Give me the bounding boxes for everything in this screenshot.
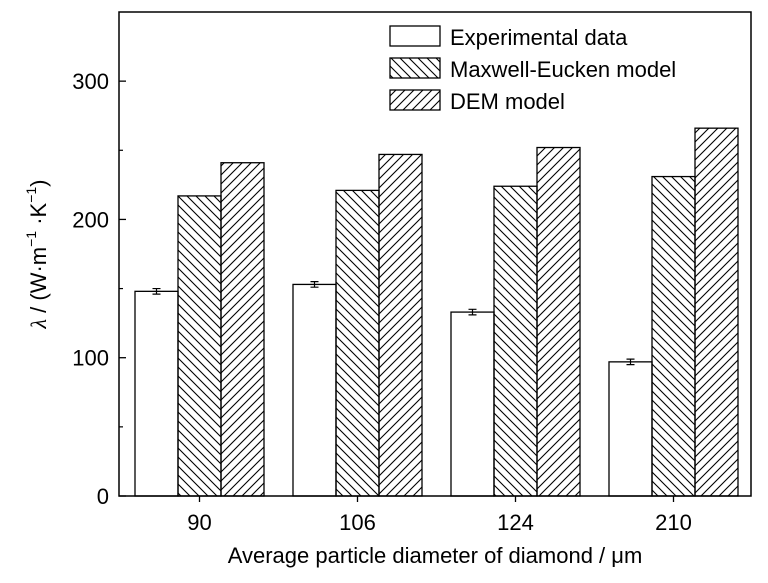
bar-backslash-hatch-106: [335, 189, 380, 497]
x-tick-label: 90: [187, 510, 211, 535]
legend-label: Maxwell-Eucken model: [450, 57, 676, 82]
bar-backslash-hatch-90: [177, 195, 222, 497]
y-axis-sup-1: −1: [23, 231, 39, 247]
bar-open-90: [134, 290, 179, 497]
bar-backslash-hatch-124: [493, 185, 538, 497]
bar-slash-hatch-124: [536, 146, 581, 497]
error-bar-124: [468, 308, 477, 316]
y-axis-title: λ / (W·m−1 ·K−1): [23, 179, 51, 329]
bar-slash-hatch-210: [694, 127, 739, 497]
y-axis-unit-part-3: ): [26, 179, 51, 186]
y-tick-label: 300: [72, 69, 109, 94]
y-axis-sup-2: −1: [23, 187, 39, 203]
plot-frame: [118, 11, 752, 497]
error-bar-90: [152, 287, 161, 295]
bar-slash-hatch-90: [220, 162, 265, 497]
ticks-layer: 0 100 200 300 90 106 124 210: [72, 69, 692, 535]
y-tick-label: 200: [72, 207, 109, 232]
y-tick-label: 100: [72, 346, 109, 371]
x-tick-label: 210: [655, 510, 692, 535]
legend: Experimental data Maxwell-Eucken model DEM…: [389, 25, 676, 114]
bars-layer: [134, 127, 739, 497]
legend-label: Experimental data: [450, 25, 628, 50]
y-tick-label: 0: [97, 484, 109, 509]
bar-open-106: [292, 283, 337, 497]
bar-open-210: [608, 361, 653, 497]
bar-open-124: [450, 311, 495, 497]
legend-swatch-slash-hatch: [389, 89, 441, 111]
y-axis-lambda: λ: [26, 319, 51, 330]
x-axis-title: Average particle diameter of diamond / μ…: [228, 543, 643, 568]
x-tick-label: 124: [497, 510, 534, 535]
x-tick-label: 106: [339, 510, 376, 535]
y-axis-unit-part-1: / (W·m: [26, 247, 51, 319]
error-bar-210: [626, 358, 635, 366]
bar-slash-hatch-106: [378, 153, 423, 497]
y-axis-unit-part-2: ·K: [26, 202, 51, 230]
legend-swatch-open: [389, 25, 441, 47]
error-bar-106: [310, 281, 319, 288]
legend-label: DEM model: [450, 89, 565, 114]
bar-backslash-hatch-210: [651, 175, 696, 497]
legend-swatch-backslash-hatch: [389, 57, 441, 79]
